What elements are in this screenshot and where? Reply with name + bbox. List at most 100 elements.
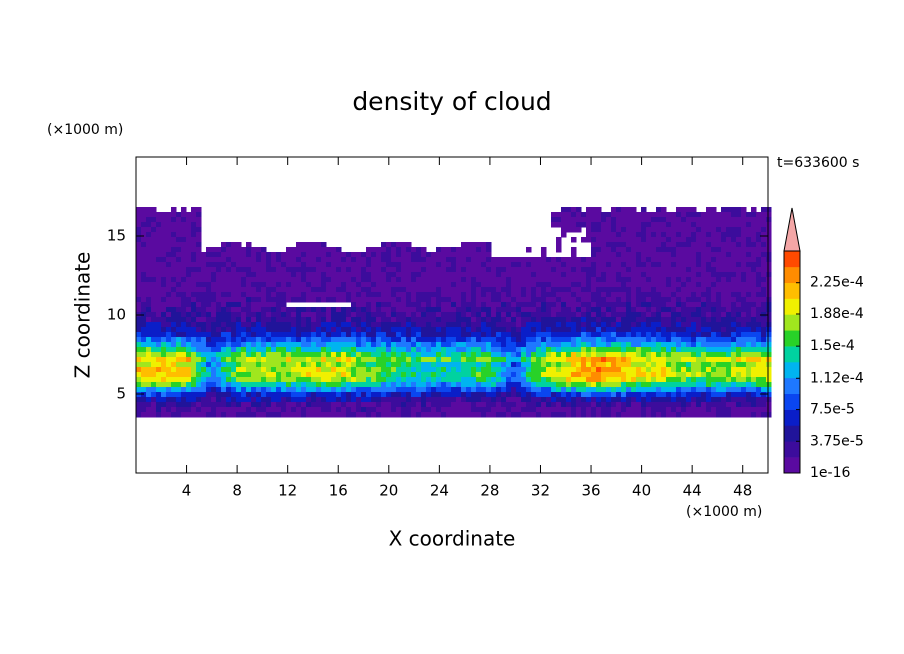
field-cell xyxy=(191,207,197,213)
field-cell xyxy=(141,277,147,283)
field-cell xyxy=(561,307,567,313)
field-cell xyxy=(591,377,597,383)
field-cell xyxy=(416,372,422,378)
field-cell xyxy=(271,342,277,348)
field-cell xyxy=(761,207,767,213)
field-cell xyxy=(381,327,387,333)
field-cell xyxy=(561,337,567,343)
field-cell xyxy=(651,387,657,393)
field-cell xyxy=(616,242,622,248)
field-cell xyxy=(626,297,632,303)
field-cell xyxy=(506,402,512,408)
field-cell xyxy=(436,257,442,263)
field-cell xyxy=(766,307,772,313)
field-cell xyxy=(426,372,432,378)
field-cell xyxy=(691,362,697,368)
field-cell xyxy=(766,277,772,283)
field-cell xyxy=(586,262,592,268)
field-cell xyxy=(531,402,537,408)
field-cell xyxy=(736,392,742,398)
field-cell xyxy=(196,252,202,258)
field-cell xyxy=(756,332,762,338)
field-cell xyxy=(351,367,357,373)
field-cell xyxy=(591,332,597,338)
field-cell xyxy=(681,262,687,268)
field-cell xyxy=(511,302,517,308)
field-cell xyxy=(646,217,652,223)
field-cell xyxy=(511,397,517,403)
field-cell xyxy=(401,362,407,368)
field-cell xyxy=(561,372,567,378)
field-cell xyxy=(336,392,342,398)
field-cell xyxy=(506,352,512,358)
field-cell xyxy=(436,337,442,343)
field-cell xyxy=(356,272,362,278)
field-cell xyxy=(676,207,682,213)
field-cell xyxy=(306,342,312,348)
field-cell xyxy=(541,402,547,408)
field-cell xyxy=(501,327,507,333)
field-cell xyxy=(376,387,382,393)
field-cell xyxy=(166,357,172,363)
field-cell xyxy=(611,217,617,223)
field-cell xyxy=(426,307,432,313)
field-cell xyxy=(156,247,162,253)
field-cell xyxy=(746,232,752,238)
field-cell xyxy=(446,392,452,398)
colorbar-segment xyxy=(784,298,800,315)
field-cell xyxy=(696,332,702,338)
field-cell xyxy=(186,262,192,268)
field-cell xyxy=(191,392,197,398)
field-cell xyxy=(641,357,647,363)
field-cell xyxy=(671,247,677,253)
field-cell xyxy=(526,367,532,373)
field-cell xyxy=(521,362,527,368)
field-cell xyxy=(666,387,672,393)
field-cell xyxy=(391,362,397,368)
field-cell xyxy=(466,267,472,273)
field-cell xyxy=(661,212,667,218)
field-cell xyxy=(296,387,302,393)
x-tick-label: 44 xyxy=(683,482,702,500)
field-cell xyxy=(416,382,422,388)
field-cell xyxy=(656,267,662,273)
field-cell xyxy=(166,217,172,223)
field-cell xyxy=(651,322,657,328)
field-cell xyxy=(286,372,292,378)
field-cell xyxy=(396,272,402,278)
field-cell xyxy=(226,317,232,323)
field-cell xyxy=(321,307,327,313)
field-cell xyxy=(731,402,737,408)
field-cell xyxy=(666,297,672,303)
field-cell xyxy=(321,362,327,368)
field-cell xyxy=(376,297,382,303)
field-cell xyxy=(166,382,172,388)
field-cell xyxy=(246,242,252,248)
field-cell xyxy=(291,317,297,323)
field-cell xyxy=(366,367,372,373)
field-cell xyxy=(471,307,477,313)
field-cell xyxy=(576,387,582,393)
field-cell xyxy=(501,322,507,328)
field-cell xyxy=(166,322,172,328)
field-cell xyxy=(176,347,182,353)
field-cell xyxy=(261,267,267,273)
field-cell xyxy=(171,212,177,218)
field-cell xyxy=(176,222,182,228)
field-cell xyxy=(136,287,142,293)
field-cell xyxy=(151,412,157,418)
field-cell xyxy=(676,217,682,223)
field-cell xyxy=(711,317,717,323)
field-cell xyxy=(486,317,492,323)
field-cell xyxy=(591,217,597,223)
field-cell xyxy=(596,382,602,388)
field-cell xyxy=(576,287,582,293)
field-cell xyxy=(381,347,387,353)
field-cell xyxy=(671,382,677,388)
field-cell xyxy=(206,412,212,418)
field-cell xyxy=(551,277,557,283)
field-cell xyxy=(581,292,587,298)
field-cell xyxy=(151,257,157,263)
field-cell xyxy=(766,377,772,383)
field-cell xyxy=(246,397,252,403)
